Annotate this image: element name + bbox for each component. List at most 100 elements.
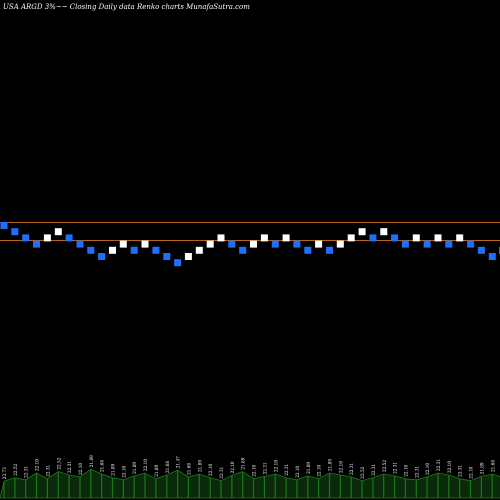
renko-brick-down [130,246,138,254]
volume-price-label: 22.31 [371,463,376,475]
volume-price-label: 22.10 [230,461,235,473]
volume-price-label: 22.52 [56,457,61,469]
volume-price-label: 21.89 [479,462,484,474]
volume-price-label: 22.10 [317,464,322,476]
renko-brick-down [423,240,431,248]
volume-price-label: 22.10 [252,464,257,476]
volume-bar [339,475,341,498]
volume-bar [177,470,179,498]
renko-brick-down [293,240,301,248]
renko-brick-down [11,228,19,236]
volume-bar [101,474,103,498]
volume-price-label: 21.68 [186,463,191,475]
volume-bar [187,476,189,498]
volume-price-label: 22.31 [393,462,398,474]
volume-price-label: 22.31 [262,462,267,474]
renko-brick-down [467,240,475,248]
volume-price-label: 22.10 [121,465,126,477]
volume-bar [491,474,493,498]
renko-brick-down [65,234,73,242]
volume-bar [14,477,16,498]
volume-price-label: 22.31 [436,459,441,471]
renko-brick-down [445,240,453,248]
volume-bar [35,473,38,498]
volume-bar [459,478,461,498]
renko-brick-up [412,234,420,242]
volume-price-label: 22.10 [403,464,408,476]
volume-price-label: 22.10 [78,463,83,475]
volume-price-label: 21.89 [154,464,159,476]
renko-brick-down [174,259,182,267]
volume-bar [307,475,309,498]
volume-price-label: 22.10 [447,461,452,473]
volume-bar [90,469,92,498]
volume-bar [285,477,287,498]
renko-brick-down [87,246,95,254]
volume-price-label: 21.68 [165,461,170,473]
volume-bar [328,473,331,498]
renko-brick-up [260,234,268,242]
volume-price-label: 21.89 [328,459,333,471]
volume-bar [404,478,406,498]
renko-brick-up [250,240,257,248]
renko-brick-up [380,228,388,236]
volume-price-label: 22.73 [2,467,7,479]
renko-brick-down [477,246,485,254]
volume-price-label: 22.52 [13,463,18,475]
renko-brick-up [282,234,290,242]
volume-price-label: 22.52 [360,466,365,478]
volume-price-label: 22.10 [425,463,430,475]
volume-price-label: 22.10 [143,459,148,471]
volume-bar [79,476,81,498]
volume-bar [361,480,363,498]
renko-brick-down [401,240,409,248]
volume-series [0,468,500,499]
renko-bricks [0,222,500,267]
volume-bar [480,476,482,498]
volume-price-label: 22.31 [67,461,72,473]
volume-price-label: 22.52 [382,460,387,472]
volume-bar [68,475,70,498]
volume-price-label: 21.68 [100,460,105,472]
renko-brick-up [141,240,149,248]
renko-brick-down [304,246,312,254]
volume-bar [318,478,320,498]
renko-brick-down [228,240,236,248]
volume-bar [231,475,233,498]
renko-brick-up [347,234,355,242]
renko-brick-up [336,240,344,248]
volume-area [0,468,500,499]
volume-bar [144,473,146,498]
volume-bar [383,474,385,498]
volume-bar [166,475,168,498]
renko-brick-up [456,234,464,242]
renko-brick-up [184,253,192,260]
volume-price-label: 22.31 [458,464,463,476]
volume-labels: 22.73 22.52 22.31 22.10 22.31 22.52 22.31 22.10… [2,455,495,479]
volume-bar [242,471,244,498]
volume-bar [394,475,396,498]
volume-bar [350,476,352,498]
volume-price-label: 22.10 [208,463,213,475]
renko-brick-down [488,253,496,260]
renko-brick-down [0,222,8,229]
volume-price-label: 22.10 [338,461,343,473]
volume-bar [252,478,255,498]
volume-price-label: 22.31 [24,465,29,477]
renko-brick-up [119,240,127,248]
volume-bar [25,479,27,498]
volume-bar [415,479,417,498]
volume-price-label: 22.31 [219,466,224,478]
chart-title: USA ARGD 3%~~ Closing Daily data Renko c… [3,3,250,11]
renko-brick-up [217,234,225,242]
renko-brick-down [239,246,247,254]
renko-brick-up [43,234,51,242]
volume-price-label: 22.10 [469,466,474,478]
volume-bar [274,474,276,498]
volume-price-label: 22.10 [295,465,300,477]
volume-bar [133,475,135,498]
volume-price-label: 22.31 [414,465,419,477]
volume-bar [448,475,450,498]
volume-price-label: 22.10 [35,459,40,471]
